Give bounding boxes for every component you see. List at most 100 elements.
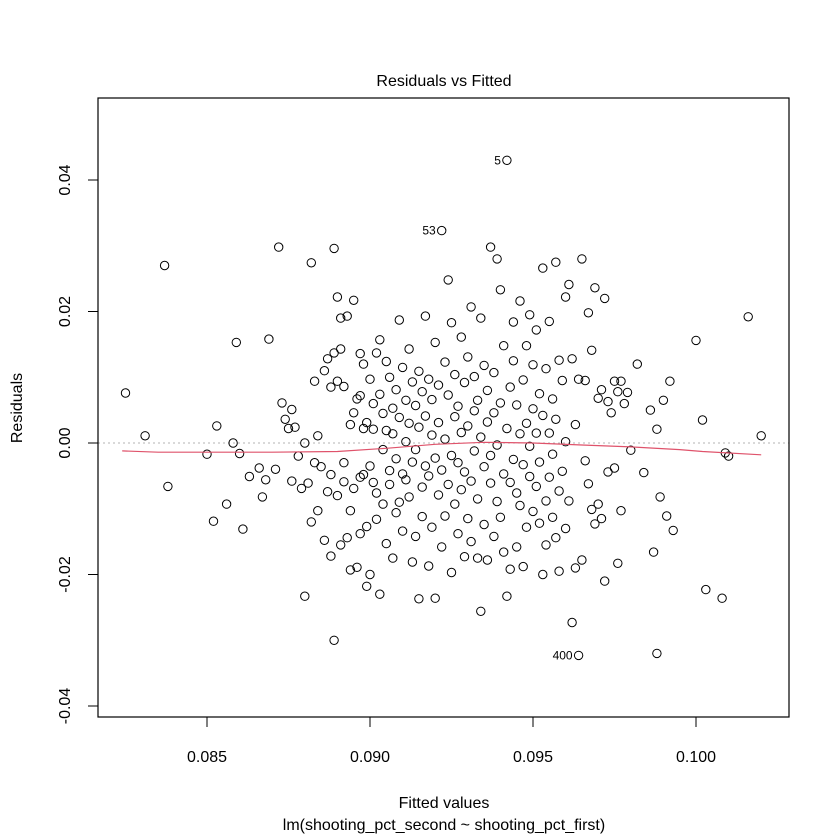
data-point bbox=[717, 593, 727, 603]
data-point bbox=[453, 401, 463, 411]
data-point bbox=[446, 318, 457, 328]
data-point bbox=[388, 403, 398, 413]
data-point bbox=[345, 565, 356, 575]
data-point bbox=[362, 417, 372, 428]
y-tick-label: 0.02 bbox=[57, 296, 74, 327]
data-point bbox=[495, 512, 506, 522]
data-point bbox=[560, 523, 571, 534]
data-point bbox=[570, 419, 581, 430]
data-point bbox=[459, 377, 470, 388]
data-point bbox=[538, 569, 548, 580]
data-point bbox=[743, 312, 753, 322]
y-axis: -0.04 -0.02 0.00 0.02 0.04 bbox=[57, 164, 98, 724]
data-points bbox=[120, 155, 766, 661]
data-point bbox=[342, 311, 352, 321]
data-point bbox=[479, 360, 489, 371]
data-point bbox=[443, 390, 453, 400]
data-point bbox=[424, 561, 434, 571]
y-axis-label: Residuals bbox=[9, 373, 26, 443]
data-point bbox=[476, 313, 486, 323]
data-point bbox=[544, 316, 554, 327]
data-point bbox=[306, 258, 316, 268]
data-point bbox=[652, 648, 662, 659]
data-point bbox=[547, 449, 558, 459]
data-point bbox=[600, 293, 610, 304]
data-point bbox=[313, 431, 323, 441]
data-point bbox=[541, 364, 551, 374]
data-point bbox=[391, 385, 401, 395]
data-point bbox=[362, 521, 372, 532]
data-point bbox=[756, 431, 766, 441]
data-point bbox=[557, 466, 567, 476]
data-point bbox=[528, 506, 538, 517]
data-point bbox=[619, 398, 629, 409]
data-point bbox=[414, 594, 424, 604]
data-point bbox=[587, 504, 597, 515]
data-point bbox=[339, 458, 349, 468]
data-point bbox=[371, 488, 382, 498]
data-point bbox=[492, 496, 502, 507]
data-point bbox=[420, 461, 431, 471]
data-point bbox=[639, 467, 649, 478]
data-point bbox=[472, 494, 483, 504]
x-axis-label: Fitted values bbox=[399, 795, 490, 812]
data-point bbox=[300, 591, 310, 601]
data-point bbox=[384, 479, 395, 490]
data-point bbox=[551, 257, 561, 267]
data-point bbox=[485, 478, 496, 488]
data-point bbox=[476, 432, 486, 442]
data-point bbox=[261, 475, 271, 485]
data-point bbox=[463, 421, 473, 431]
data-point bbox=[365, 569, 375, 580]
data-point bbox=[492, 440, 502, 450]
data-point bbox=[433, 490, 444, 500]
data-point bbox=[538, 263, 548, 273]
data-point bbox=[495, 398, 506, 408]
data-point bbox=[551, 414, 561, 424]
data-point bbox=[410, 400, 421, 411]
data-point bbox=[456, 427, 466, 438]
data-point bbox=[534, 457, 545, 467]
data-point bbox=[495, 285, 506, 295]
data-point bbox=[404, 418, 414, 428]
data-point bbox=[228, 438, 238, 448]
data-point bbox=[508, 454, 519, 465]
data-point bbox=[313, 506, 323, 516]
data-point bbox=[456, 332, 466, 342]
data-point bbox=[375, 389, 385, 399]
data-point bbox=[499, 341, 509, 351]
data-point bbox=[564, 279, 574, 290]
data-point bbox=[658, 395, 669, 405]
data-point bbox=[332, 292, 343, 302]
data-point bbox=[554, 355, 564, 365]
data-point bbox=[515, 500, 525, 511]
data-point bbox=[280, 414, 290, 424]
data-point bbox=[616, 376, 626, 386]
data-point bbox=[521, 341, 532, 351]
data-point bbox=[564, 496, 574, 506]
data-point bbox=[525, 310, 535, 320]
data-point bbox=[560, 292, 571, 302]
data-point bbox=[264, 334, 274, 344]
data-point bbox=[528, 360, 538, 370]
data-point bbox=[368, 398, 378, 409]
data-point bbox=[397, 469, 408, 479]
data-point bbox=[394, 412, 404, 423]
data-point bbox=[557, 375, 567, 386]
data-point bbox=[339, 381, 349, 392]
data-point bbox=[446, 450, 457, 461]
data-point bbox=[332, 490, 343, 501]
data-point bbox=[450, 412, 460, 422]
data-point bbox=[352, 394, 362, 404]
data-point bbox=[349, 295, 359, 305]
data-point bbox=[362, 581, 372, 591]
data-point bbox=[626, 445, 636, 455]
data-point bbox=[319, 366, 330, 376]
data-point bbox=[502, 591, 512, 601]
data-point bbox=[433, 417, 444, 428]
data-point bbox=[632, 359, 642, 369]
data-point bbox=[410, 531, 421, 542]
loess-smooth-line bbox=[122, 441, 762, 456]
data-point bbox=[518, 460, 528, 470]
data-point bbox=[355, 529, 365, 539]
